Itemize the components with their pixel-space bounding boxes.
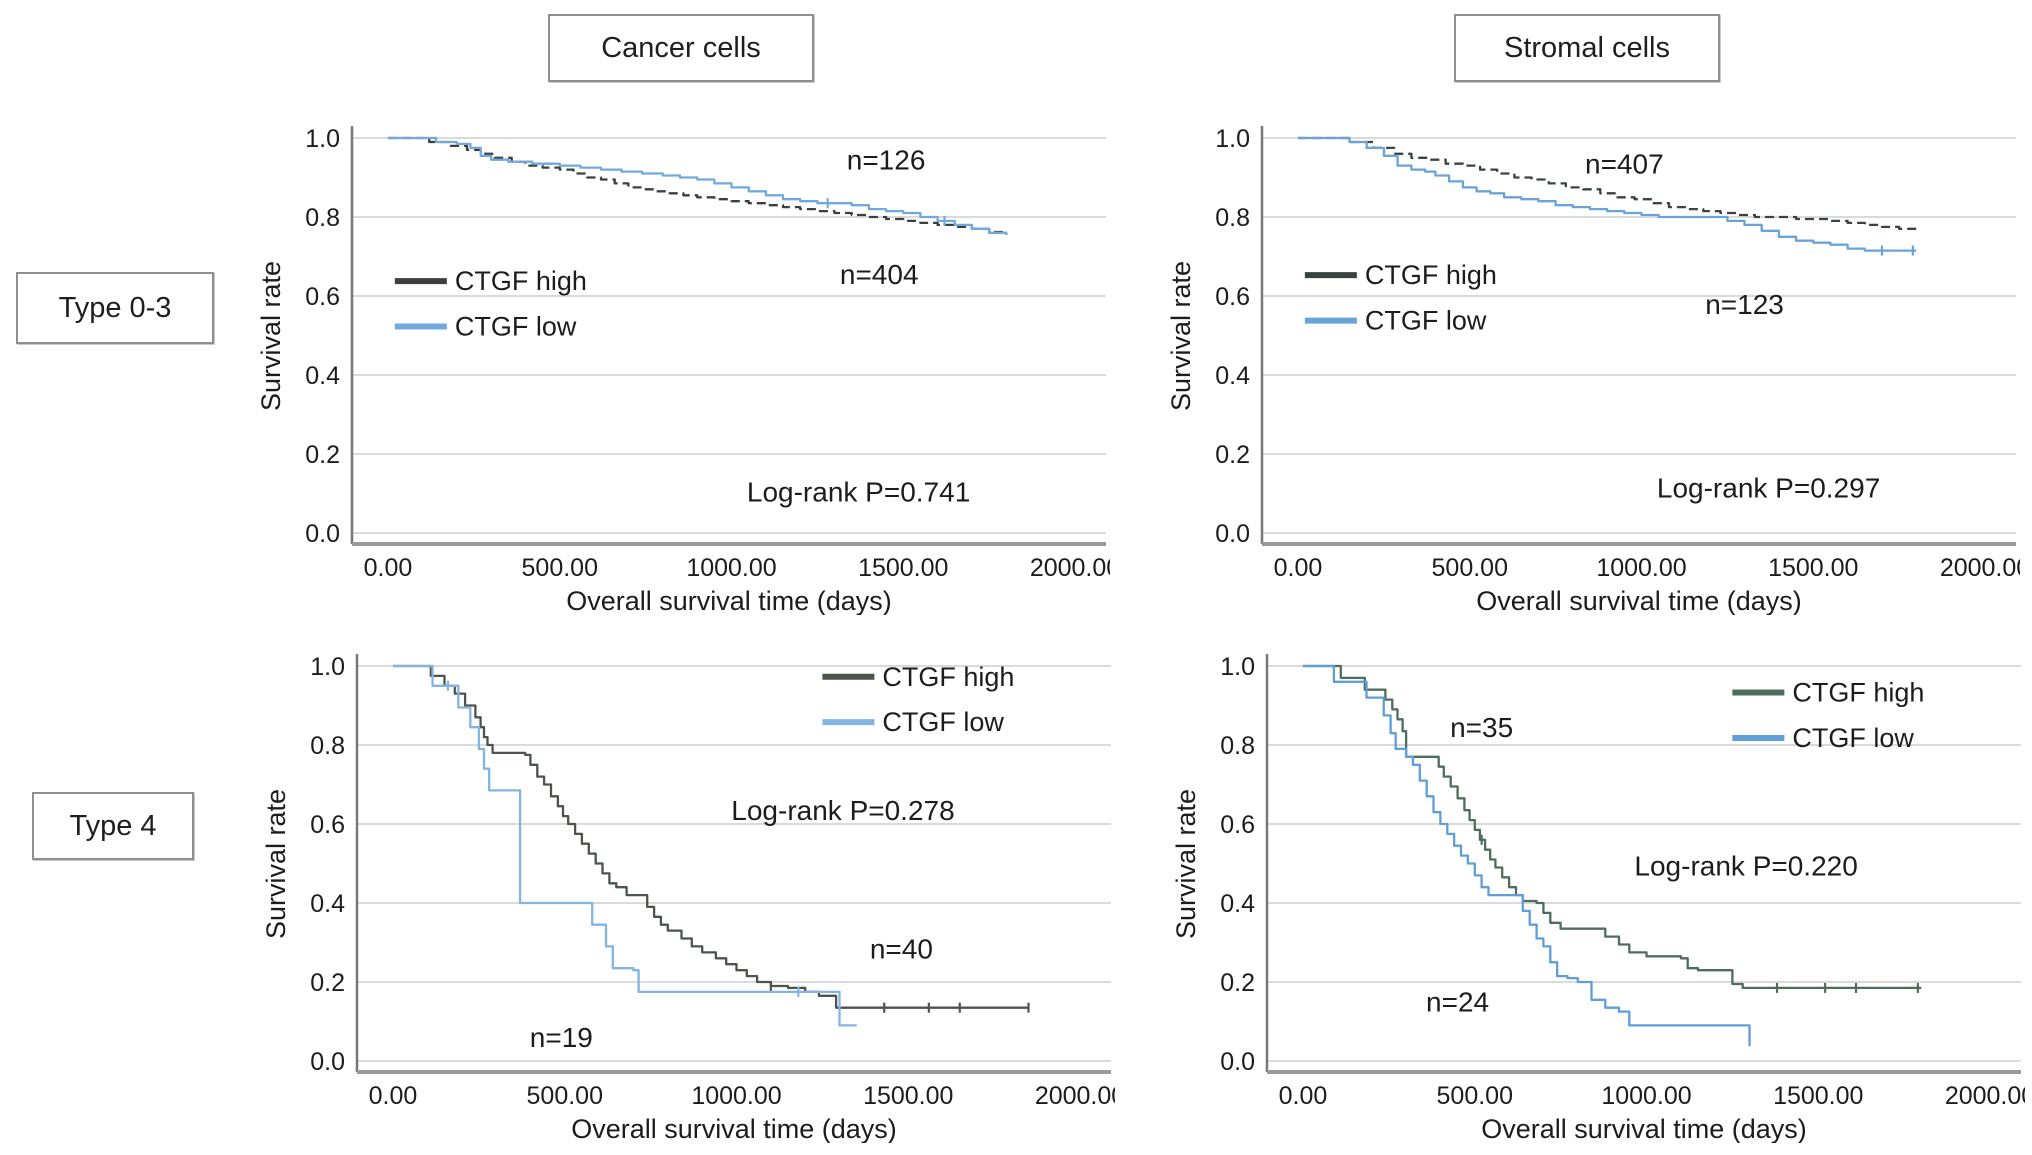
survival-chart-stromal-type-0-3: 1.0 0.8 0.6 0.4 0.2 0.0 0.00 500.00 1000.00 1500.… (1166, 125, 2020, 615)
x-tick-label: 2000.00 (1940, 554, 2020, 582)
row-header-type-4: Type 4 (32, 792, 194, 860)
y-tick-label: 1.0 (1215, 125, 1250, 153)
x-tick-label: 1000.00 (686, 554, 776, 582)
x-tick-label: 500.00 (527, 1082, 603, 1110)
survival-curve (388, 136, 1008, 235)
n-count-label: n=24 (1426, 987, 1489, 1018)
column-header-label: Stromal cells (1504, 31, 1670, 64)
y-tick-label: 0.2 (305, 441, 340, 469)
n-count-label: n=407 (1585, 149, 1664, 180)
x-tick-label: 2000.00 (1030, 554, 1110, 582)
y-tick-label: 0.8 (310, 732, 345, 760)
survival-curve (393, 664, 1029, 1009)
n-count-label: n=404 (840, 259, 919, 290)
survival-chart-cancer-type-0-3: 1.0 0.8 0.6 0.4 0.2 0.0 0.00 500.00 1000.00 1500.… (256, 125, 1110, 615)
y-tick-label: 1.0 (305, 125, 340, 153)
survival-chart-cancer-type-4: 1.0 0.8 0.6 0.4 0.2 0.0 0.00 500.00 1000.00 1500.… (261, 653, 1115, 1143)
legend-label: CTGF high (455, 266, 587, 296)
log-rank-p-label: Log-rank P=0.741 (747, 476, 970, 507)
x-tick-label: 0.00 (369, 1082, 418, 1110)
x-tick-label: 1500.00 (858, 554, 948, 582)
x-axis-title: Overall survival time (days) (571, 1114, 897, 1143)
legend-label: CTGF high (1365, 260, 1497, 290)
x-tick-label: 1000.00 (1596, 554, 1686, 582)
y-tick-label: 0.0 (305, 520, 340, 548)
n-count-label: n=35 (1450, 712, 1513, 743)
y-tick-label: 0.6 (305, 283, 340, 311)
x-tick-label: 1000.00 (1601, 1082, 1691, 1110)
column-header-stromal-cells: Stromal cells (1454, 14, 1720, 82)
x-tick-label: 1500.00 (1773, 1082, 1863, 1110)
survival-curve (388, 136, 1008, 235)
legend-label: CTGF high (882, 662, 1014, 692)
legend-label: CTGF low (1365, 306, 1487, 336)
survival-chart-stromal-type-4: 1.0 0.8 0.6 0.4 0.2 0.0 0.00 500.00 1000.00 1500.… (1171, 653, 2025, 1143)
log-rank-p-label: Log-rank P=0.297 (1657, 472, 1880, 503)
column-header-label: Cancer cells (601, 31, 761, 64)
y-tick-label: 0.8 (305, 204, 340, 232)
y-tick-label: 0.6 (1220, 811, 1255, 839)
y-tick-label: 0.2 (310, 969, 345, 997)
x-tick-label: 500.00 (1432, 554, 1508, 582)
x-tick-label: 2000.00 (1035, 1082, 1115, 1110)
x-axis-title: Overall survival time (days) (566, 586, 892, 615)
y-tick-label: 0.0 (310, 1048, 345, 1076)
y-tick-label: 0.2 (1215, 441, 1250, 469)
y-tick-label: 0.8 (1215, 204, 1250, 232)
log-rank-p-label: Log-rank P=0.220 (1634, 850, 1857, 881)
x-axis-title: Overall survival time (days) (1476, 586, 1802, 615)
y-tick-label: 0.0 (1215, 520, 1250, 548)
legend-label: CTGF low (1792, 723, 1914, 753)
y-axis-title: Survival rate (261, 789, 291, 939)
y-tick-label: 1.0 (310, 653, 345, 681)
legend-label: CTGF low (882, 707, 1004, 737)
n-count-label: n=40 (870, 933, 933, 964)
y-tick-label: 1.0 (1220, 653, 1255, 681)
y-tick-label: 0.8 (1220, 732, 1255, 760)
y-axis-title: Survival rate (1171, 789, 1201, 939)
x-tick-label: 1500.00 (1768, 554, 1858, 582)
column-header-cancer-cells: Cancer cells (548, 14, 814, 82)
legend-label: CTGF high (1792, 678, 1924, 708)
y-tick-label: 0.2 (1220, 969, 1255, 997)
n-count-label: n=123 (1705, 289, 1784, 320)
x-axis-title: Overall survival time (days) (1481, 1114, 1807, 1143)
x-tick-label: 0.00 (364, 554, 413, 582)
survival-curve (1298, 136, 1917, 252)
x-tick-label: 1000.00 (691, 1082, 781, 1110)
survival-curve (393, 664, 857, 1027)
legend-label: CTGF low (455, 312, 577, 342)
y-axis-title: Survival rate (1166, 261, 1196, 411)
y-tick-label: 0.6 (310, 811, 345, 839)
n-count-label: n=19 (530, 1022, 593, 1053)
y-tick-label: 0.4 (1215, 362, 1250, 390)
y-tick-label: 0.0 (1220, 1048, 1255, 1076)
y-tick-label: 0.4 (310, 890, 345, 918)
y-tick-label: 0.6 (1215, 283, 1250, 311)
row-header-label: Type 4 (69, 809, 157, 842)
survival-curve (1303, 664, 1922, 990)
x-tick-label: 500.00 (1437, 1082, 1513, 1110)
y-tick-label: 0.4 (305, 362, 340, 390)
row-header-label: Type 0-3 (58, 291, 172, 324)
y-tick-label: 0.4 (1220, 890, 1255, 918)
x-tick-label: 2000.00 (1945, 1082, 2025, 1110)
x-tick-label: 500.00 (522, 554, 598, 582)
y-axis-title: Survival rate (256, 261, 286, 411)
survival-curve (1303, 664, 1751, 1042)
x-tick-label: 1500.00 (863, 1082, 953, 1110)
n-count-label: n=126 (847, 145, 926, 176)
x-tick-label: 0.00 (1279, 1082, 1328, 1110)
log-rank-p-label: Log-rank P=0.278 (731, 795, 954, 826)
x-tick-label: 0.00 (1274, 554, 1323, 582)
row-header-type-0-3: Type 0-3 (16, 272, 214, 344)
